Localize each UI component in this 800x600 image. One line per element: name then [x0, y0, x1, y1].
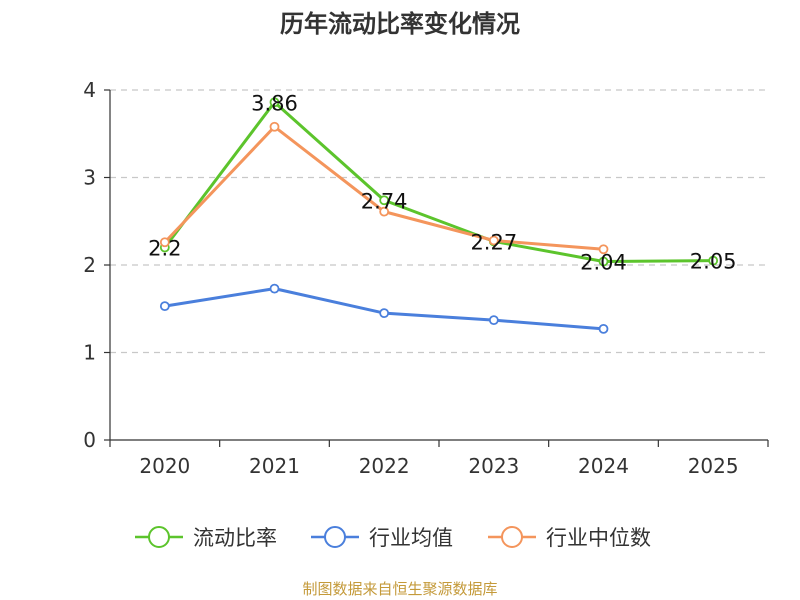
y-tick-label: 2	[83, 253, 96, 277]
data-point	[379, 206, 390, 217]
source-note: 制图数据来自恒生聚源数据库	[302, 580, 497, 598]
series-line-2	[163, 125, 604, 251]
x-tick-label-2021: 2021	[249, 454, 300, 478]
data-point	[708, 255, 719, 266]
data-point	[269, 283, 280, 294]
data-point	[159, 301, 170, 312]
data-label: 2.2	[148, 237, 181, 261]
data-label: 2.27	[470, 230, 517, 254]
legend-marker-1	[324, 526, 346, 548]
x-tick-label-2023: 2023	[468, 454, 519, 478]
data-label: 2.74	[361, 189, 408, 213]
x-tick-label-2024: 2024	[578, 454, 629, 478]
y-tick-label: 4	[83, 78, 96, 102]
x-tick-label-2020: 2020	[139, 454, 190, 478]
data-point	[598, 244, 609, 255]
x-tick-label-2022: 2022	[359, 454, 410, 478]
x-tick-label-2025: 2025	[688, 454, 739, 478]
legend-label: 行业中位数	[546, 526, 651, 550]
chart-title: 历年流动比率变化情况	[280, 10, 520, 38]
y-tick-label: 1	[83, 341, 96, 365]
series-line-0	[163, 100, 714, 263]
data-label: 3.86	[251, 91, 298, 115]
legend-label: 行业均值	[369, 526, 453, 550]
legend-marker-0	[148, 526, 170, 548]
legend-label: 流动比率	[193, 526, 277, 550]
data-point	[598, 256, 609, 267]
legend-marker-2	[501, 526, 523, 548]
data-point	[488, 235, 499, 246]
data-point	[269, 121, 280, 132]
data-point	[379, 195, 390, 206]
y-tick-label: 0	[83, 428, 96, 452]
data-point	[379, 308, 390, 319]
data-point	[159, 237, 170, 248]
data-label: 2.05	[690, 250, 737, 274]
y-tick-label: 3	[83, 166, 96, 190]
data-label: 2.04	[580, 251, 627, 275]
data-point	[488, 315, 499, 326]
data-point	[598, 323, 609, 334]
data-point	[269, 97, 280, 108]
